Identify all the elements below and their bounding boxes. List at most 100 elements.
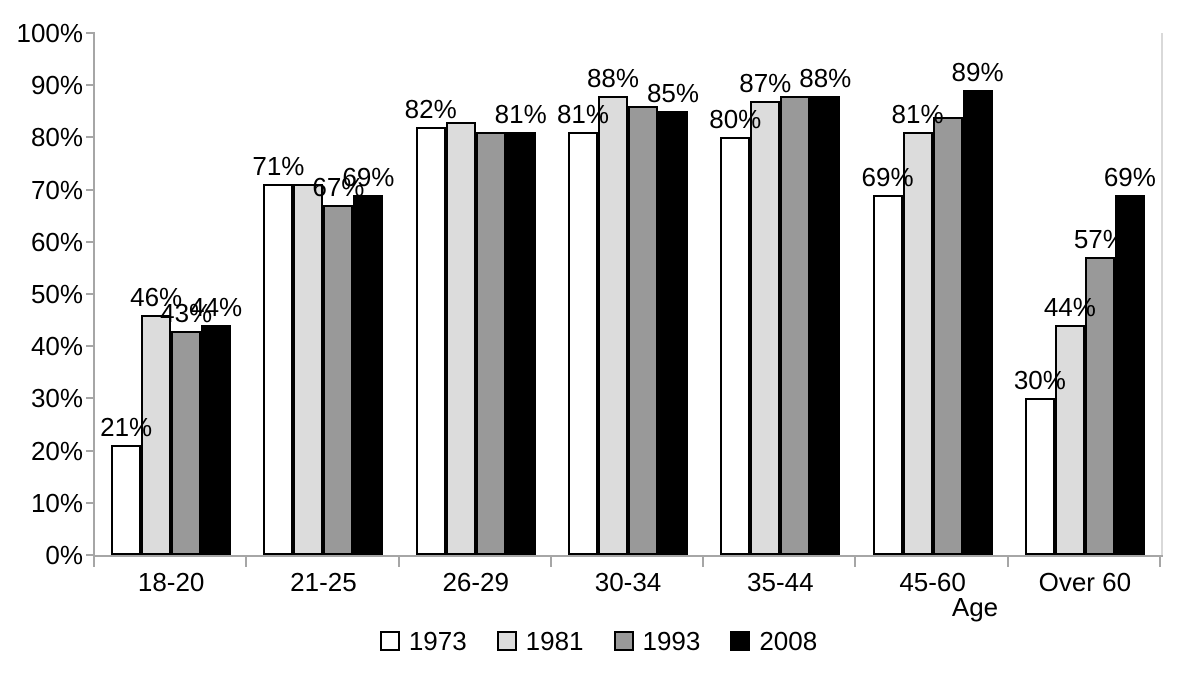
bar-value-label: 43% [160, 297, 213, 328]
legend-label: 1981 [525, 626, 584, 656]
y-tick-label: 80% [30, 122, 83, 153]
y-tick-mark [86, 293, 95, 295]
legend-label: 2008 [759, 626, 818, 656]
y-tick-mark [86, 501, 95, 504]
bar-1973-21-25 [263, 184, 294, 555]
x-axis-title: Age [951, 592, 999, 622]
bar-value-label: 44% [190, 292, 243, 323]
bar-value-label: 71% [252, 151, 305, 182]
bar-2008-35-44 [810, 95, 841, 555]
legend-swatch-icon [496, 631, 517, 651]
legend-swatch-icon [379, 631, 400, 651]
bar-value-label: 80% [709, 104, 762, 135]
bar-value-label: 87% [739, 67, 792, 98]
bar-1981-45-60 [902, 132, 933, 555]
legend-label: 1973 [408, 626, 467, 656]
y-tick-label: 10% [30, 487, 83, 518]
y-tick-label: 0% [45, 540, 83, 570]
bar-1993-35-44 [780, 95, 811, 555]
legend-item-2008: 2008 [730, 626, 817, 656]
bar-value-label: 88% [799, 62, 852, 93]
y-tick-mark [86, 84, 95, 87]
bar-2008-45-60 [962, 90, 993, 555]
bar-1993-Over 60 [1084, 257, 1115, 555]
bar-2008-26-29 [505, 132, 536, 555]
y-tick-mark [86, 240, 95, 243]
bar-value-label: 67% [312, 172, 365, 203]
x-tick-mark [854, 555, 857, 567]
y-tick-mark [86, 449, 95, 452]
plot-right-border [1161, 33, 1163, 555]
bar-1981-21-25 [293, 184, 324, 555]
bar-value-label: 89% [951, 57, 1004, 88]
bar-value-label: 30% [1013, 365, 1066, 396]
x-tick-mark [93, 555, 95, 567]
bar-value-label: 44% [1043, 292, 1096, 323]
bar-1993-45-60 [932, 116, 963, 555]
x-tick-mark [549, 555, 552, 567]
bar-1981-35-44 [750, 100, 781, 555]
bar-value-label: 57% [1073, 224, 1126, 255]
bar-2008-Over 60 [1114, 194, 1145, 555]
y-tick-label: 40% [30, 331, 83, 362]
legend-item-1973: 1973 [379, 626, 467, 656]
bar-value-label: 85% [646, 78, 700, 109]
y-tick-label: 100% [16, 18, 84, 48]
bar-1973-35-44 [720, 137, 751, 555]
bar-value-label: 21% [100, 412, 153, 443]
bar-1973-Over 60 [1024, 398, 1055, 555]
y-tick-label: 70% [30, 174, 83, 205]
y-tick-mark [86, 554, 95, 556]
legend-item-1993: 1993 [613, 626, 701, 656]
bar-1981-30-34 [598, 95, 628, 555]
bar-value-label: 81% [891, 99, 944, 130]
bar-1993-26-29 [475, 132, 506, 555]
y-tick-mark [86, 345, 95, 348]
bar-1973-18-20 [111, 445, 142, 555]
x-category-label: 26-29 [442, 567, 509, 597]
bar-1973-30-34 [568, 132, 598, 555]
x-category-label: 45-60 [899, 567, 966, 597]
bar-value-label: 69% [861, 161, 914, 192]
x-tick-mark [1006, 555, 1009, 567]
bar-1981-26-29 [445, 121, 476, 555]
x-category-label: Over 60 [1038, 567, 1132, 597]
y-tick-label: 30% [30, 383, 83, 414]
legend-label: 1993 [642, 626, 701, 656]
bar-value-label: 81% [494, 99, 547, 130]
bar-1981-Over 60 [1054, 325, 1085, 555]
bar-1973-26-29 [415, 126, 446, 555]
bar-1993-21-25 [323, 205, 354, 555]
y-tick-mark [86, 188, 95, 191]
x-category-label: 18-20 [137, 567, 205, 597]
y-tick-mark [86, 136, 95, 139]
x-tick-mark [1159, 555, 1161, 567]
y-axis-line [93, 33, 95, 557]
bar-value-label: 69% [342, 161, 395, 192]
legend: 1973 1981 1993 2008 [0, 626, 1197, 656]
x-tick-mark [702, 555, 705, 567]
bar-value-label: 82% [404, 93, 457, 124]
bar-2008-21-25 [353, 194, 384, 555]
bar-value-label: 46% [130, 281, 183, 312]
legend-swatch-icon [613, 631, 634, 651]
legend-swatch-icon [730, 631, 751, 651]
legend-item-1981: 1981 [496, 626, 584, 656]
x-category-label: 30-34 [594, 567, 662, 597]
y-tick-label: 50% [30, 279, 83, 309]
x-axis-line [93, 555, 1163, 557]
x-tick-mark [397, 555, 400, 567]
bar-value-label: 69% [1103, 161, 1156, 192]
x-tick-mark [245, 555, 248, 567]
bar-2008-30-34 [658, 111, 688, 555]
bar-1993-30-34 [628, 106, 658, 555]
y-tick-mark [86, 32, 95, 34]
y-tick-label: 90% [30, 70, 83, 101]
bar-value-label: 88% [586, 62, 640, 93]
x-category-label: 21-25 [290, 567, 357, 597]
bar-2008-18-20 [201, 325, 232, 555]
bar-1973-45-60 [872, 194, 903, 555]
bar-1981-18-20 [141, 314, 172, 555]
